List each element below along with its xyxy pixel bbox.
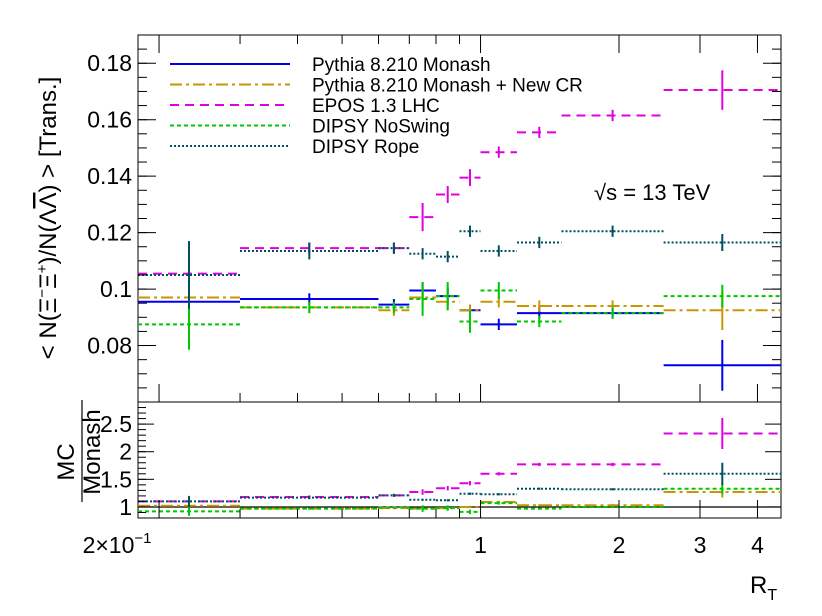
- ratio-series-dipsy-rope: [138, 462, 781, 507]
- ratio-y-tick-label: 2.5: [100, 411, 132, 437]
- main-y-tick-label: 0.18: [87, 50, 132, 76]
- legend-label: EPOS 1.3 LHC: [312, 96, 440, 117]
- x-tick-label: 3: [694, 532, 707, 558]
- main-series-dipsy-rope: [138, 225, 781, 309]
- x-tick-label: 4: [751, 532, 764, 558]
- ratio-y-axis-title: MC Monash: [53, 400, 106, 502]
- ratio-series-group: [138, 418, 781, 516]
- x-tick-label: 1: [474, 532, 487, 558]
- main-y-axis-ticks: 0.08 0.1 0.12 0.14 0.16 0.18: [87, 48, 781, 389]
- legend-label: Pythia 8.210 Monash + New CR: [312, 76, 583, 97]
- x-axis-title: RT: [750, 572, 777, 604]
- ratio-title-denominator: Monash: [79, 409, 106, 494]
- ratio-y-tick-label: 1.5: [100, 466, 132, 492]
- ratio-title-numerator: MC: [53, 443, 80, 480]
- sqrt-symbol: √: [594, 180, 607, 205]
- energy-text: s = 13 TeV: [606, 180, 710, 205]
- legend-label: DIPSY NoSwing: [312, 117, 450, 138]
- main-y-tick-label: 0.1: [100, 276, 132, 302]
- legend-label: Pythia 8.210 Monash: [312, 55, 491, 76]
- ratio-series-epos-1-3-lhc: [138, 418, 781, 505]
- main-y-axis-title: < N(Ξ−Ξ+)/N(ΛΛ) > [Trans.]: [34, 77, 62, 360]
- ratio-series-dipsy-noswing: [138, 483, 781, 516]
- ratio-y-axis-ticks: 11.522.5: [100, 407, 781, 520]
- energy-annotation: √s = 13 TeV: [594, 180, 711, 205]
- main-series-group: [138, 70, 781, 391]
- main-series-epos-1-3-lhc: [138, 70, 781, 288]
- main-y-tick-label: 0.12: [87, 220, 132, 246]
- x-axis-ticks: 2×10−1 1 2 3 4: [83, 35, 764, 558]
- main-series-pythia-8-210-monash-new-cr: [138, 286, 781, 330]
- main-series-dipsy-noswing: [138, 282, 781, 350]
- legend-label: DIPSY Rope: [312, 137, 419, 158]
- ratio-y-tick-label: 2: [119, 439, 132, 465]
- main-y-tick-label: 0.08: [87, 333, 132, 359]
- x-tick-label: 2: [613, 532, 626, 558]
- main-y-tick-label: 0.16: [87, 107, 132, 133]
- x-tick-label: 2×10−1: [83, 530, 152, 558]
- ratio-y-tick-label: 1: [119, 494, 132, 520]
- main-y-tick-label: 0.14: [87, 163, 132, 189]
